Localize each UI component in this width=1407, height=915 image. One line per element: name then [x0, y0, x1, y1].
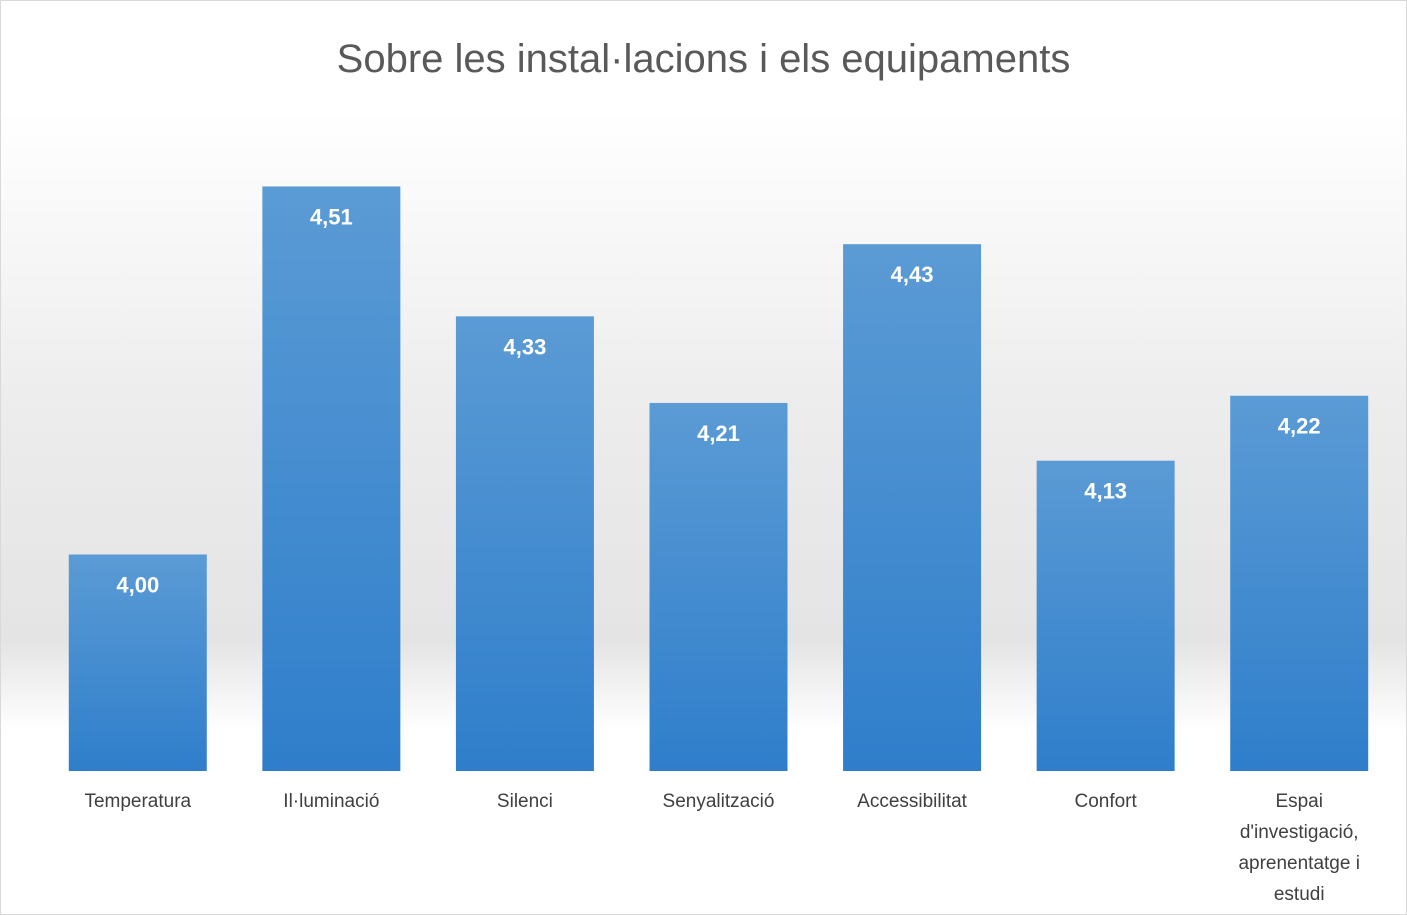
data-label: 4,33 — [504, 334, 547, 359]
x-tick-label: Espai d'investigació, aprenentatge i est… — [1238, 791, 1360, 905]
data-label: 4,22 — [1278, 414, 1321, 439]
data-label: 4,13 — [1084, 479, 1127, 504]
bar — [843, 244, 982, 771]
data-label: 4,21 — [697, 421, 740, 446]
x-tick-label: Senyalització — [662, 791, 775, 812]
x-tick-label: Confort — [1074, 791, 1137, 812]
x-tick-label: Temperatura — [84, 791, 192, 812]
chart-title: Sobre les instal·lacions i els equipamen… — [336, 37, 1071, 81]
data-label: 4,00 — [116, 573, 159, 598]
data-label: 4,43 — [891, 262, 934, 287]
bar — [262, 186, 401, 771]
bar — [68, 554, 207, 771]
x-tick-label: Il·luminació — [283, 791, 380, 812]
x-tick-label: Silenci — [496, 791, 553, 812]
bar — [649, 402, 788, 771]
x-tick-label: Accessibilitat — [857, 791, 967, 812]
bar — [1230, 395, 1369, 771]
data-label: 4,51 — [310, 204, 353, 229]
bar — [1036, 460, 1175, 771]
bar — [455, 316, 594, 771]
